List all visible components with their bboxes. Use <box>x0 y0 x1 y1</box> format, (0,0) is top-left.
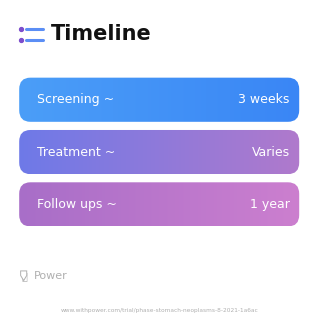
Text: ␧: ␧ <box>21 271 27 281</box>
Text: Follow ups ~: Follow ups ~ <box>37 198 117 211</box>
Polygon shape <box>21 271 26 280</box>
Text: 1 year: 1 year <box>250 198 290 211</box>
Text: Power: Power <box>34 271 67 281</box>
Text: Timeline: Timeline <box>51 24 152 44</box>
Polygon shape <box>20 270 27 282</box>
Text: www.withpower.com/trial/phase-stomach-neoplasms-8-2021-1a6ac: www.withpower.com/trial/phase-stomach-ne… <box>61 308 259 313</box>
Text: Varies: Varies <box>252 146 290 159</box>
Text: 3 weeks: 3 weeks <box>238 93 290 106</box>
Text: Treatment ~: Treatment ~ <box>37 146 115 159</box>
Text: Screening ~: Screening ~ <box>37 93 114 106</box>
